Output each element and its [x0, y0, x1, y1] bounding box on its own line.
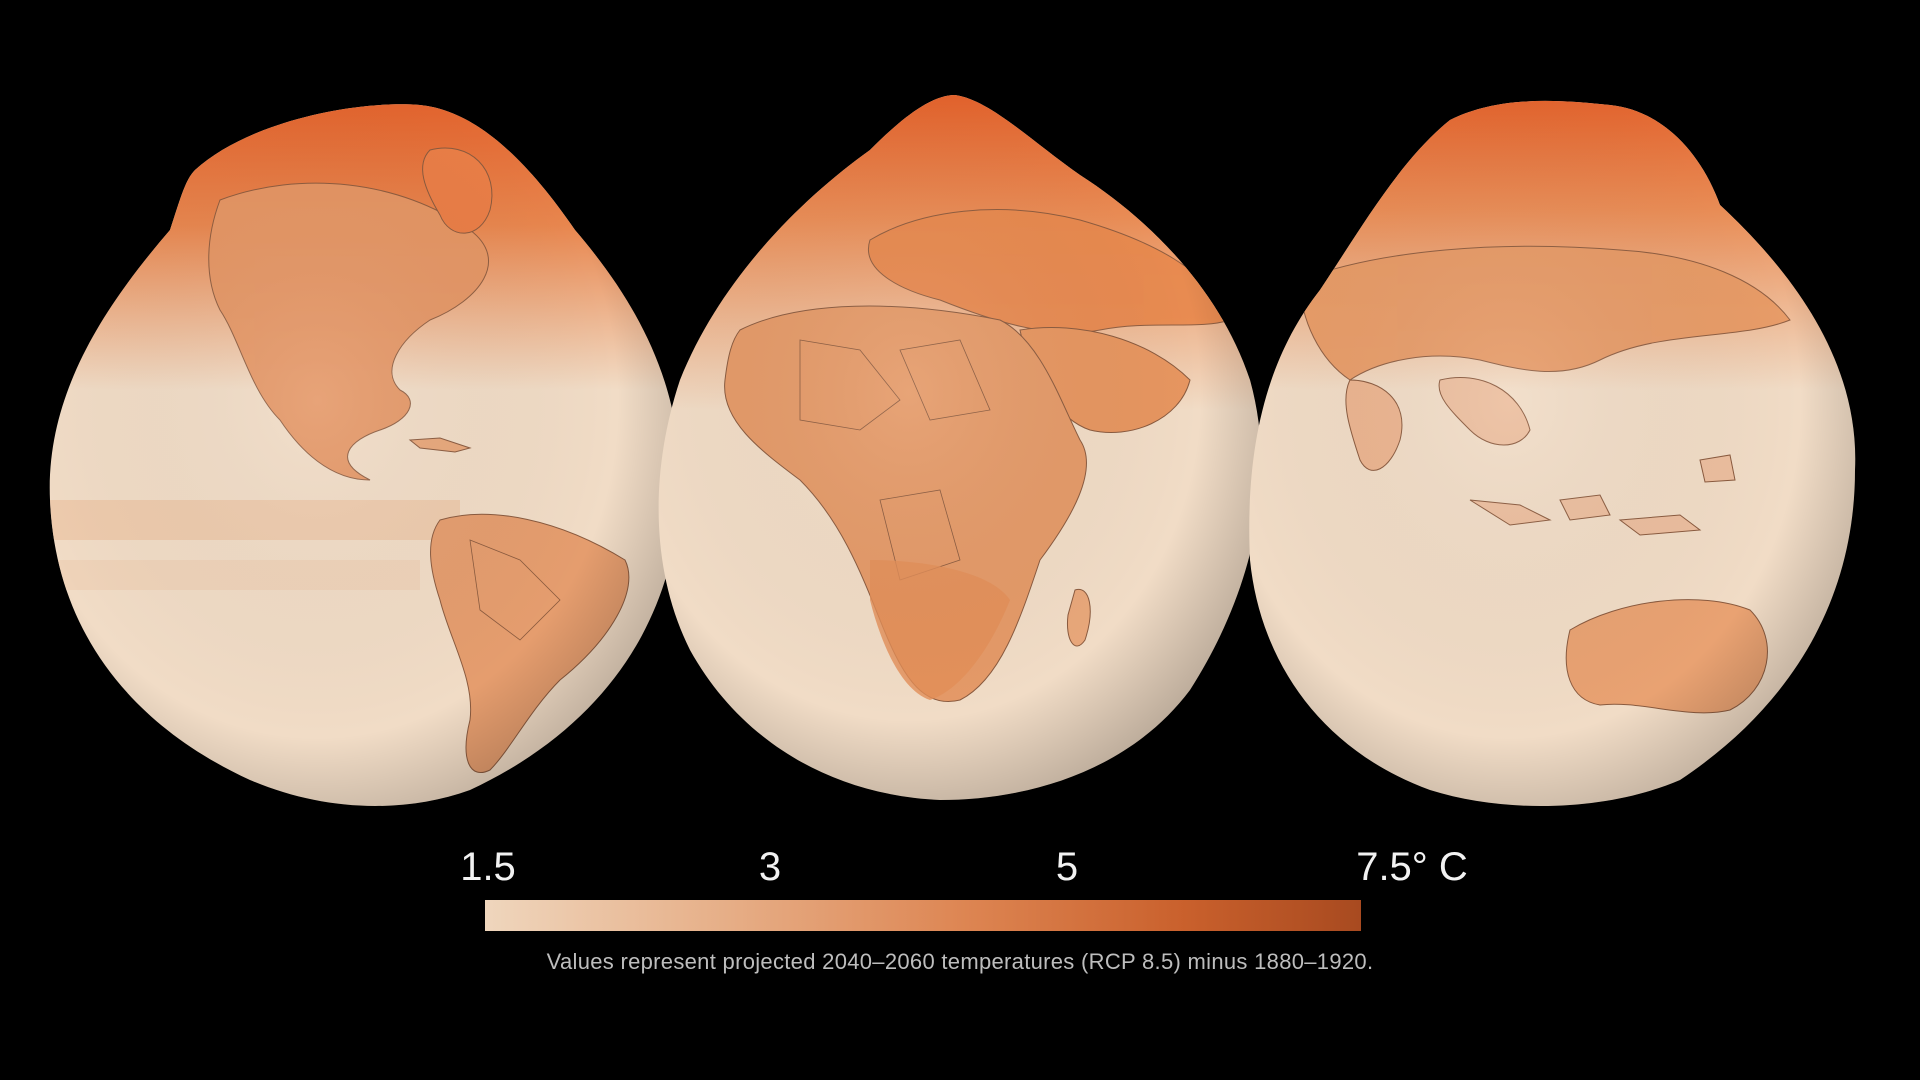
globe-europe-africa: [658, 95, 1262, 800]
globe-views: [49, 95, 1856, 807]
legend-tick-5: 5: [1055, 845, 1079, 889]
colorbar: [485, 900, 1361, 931]
globe-americas: [49, 104, 680, 807]
legend-tick-max: 7.5° C: [1356, 845, 1468, 889]
legend-tick-3: 3: [758, 845, 782, 889]
legend-tick-min: 1.5: [460, 845, 516, 889]
legend-caption: Values represent projected 2040–2060 tem…: [546, 949, 1374, 974]
globe-asia-australia: [1249, 100, 1856, 807]
